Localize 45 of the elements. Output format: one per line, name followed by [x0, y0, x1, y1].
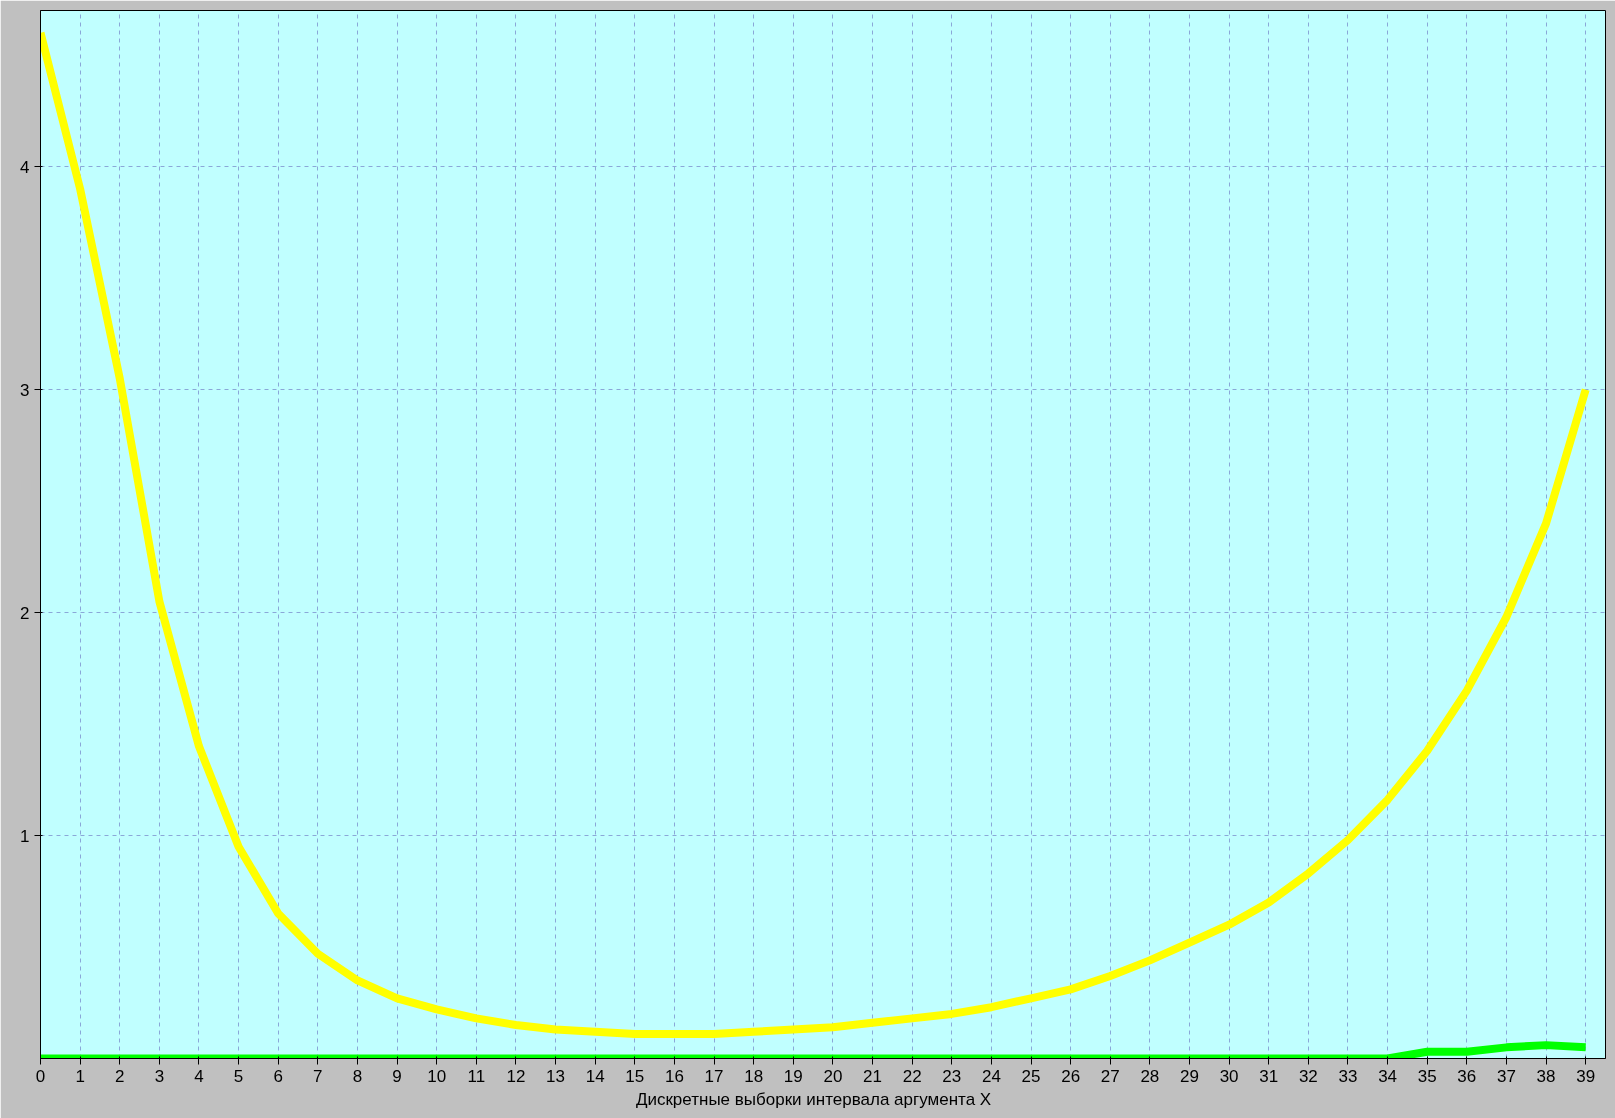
x-tick-label: 26: [1061, 1066, 1081, 1086]
y-tick-label: 3: [20, 380, 30, 400]
x-tick-label: 18: [744, 1066, 764, 1086]
x-tick-label: 28: [1140, 1066, 1160, 1086]
x-tick-label: 14: [585, 1066, 605, 1086]
x-tick-label: 36: [1457, 1066, 1477, 1086]
x-tick-label: 4: [194, 1066, 204, 1086]
x-tick-label: 38: [1536, 1066, 1556, 1086]
y-tick-label: 1: [20, 826, 30, 846]
x-tick-label: 7: [313, 1066, 323, 1086]
x-tick-label: 23: [942, 1066, 962, 1086]
x-axis-title: Дискретные выборки интервала аргумента X: [635, 1089, 992, 1109]
x-tick-label: 19: [783, 1066, 803, 1086]
x-tick-label: 6: [273, 1066, 283, 1086]
x-tick-label: 20: [823, 1066, 843, 1086]
x-tick-label: 24: [981, 1066, 1001, 1086]
x-tick-label: 12: [506, 1066, 526, 1086]
x-tick-label: 9: [392, 1066, 402, 1086]
x-tick-label: 17: [704, 1066, 724, 1086]
x-tick-label: 22: [902, 1066, 922, 1086]
x-tick-label: 33: [1338, 1066, 1358, 1086]
x-tick-label: 32: [1298, 1066, 1318, 1086]
x-tick-label: 15: [625, 1066, 645, 1086]
x-tick-label: 1: [75, 1066, 85, 1086]
x-tick-label: 27: [1100, 1066, 1120, 1086]
x-tick-label: 35: [1417, 1066, 1437, 1086]
x-tick-label: 21: [863, 1066, 882, 1086]
x-tick-label: 11: [467, 1066, 486, 1086]
x-tick-label: 30: [1219, 1066, 1239, 1086]
x-tick-label: 34: [1378, 1066, 1398, 1086]
x-tick-label: 3: [154, 1066, 165, 1086]
x-tick-label: 37: [1496, 1066, 1516, 1086]
x-tick-label: 8: [352, 1066, 363, 1086]
x-tick-label: 29: [1180, 1066, 1199, 1086]
x-tick-label: 0: [35, 1066, 46, 1086]
x-tick-label: 13: [546, 1066, 566, 1086]
x-tick-label: 39: [1576, 1066, 1596, 1086]
x-tick-label: 16: [664, 1066, 684, 1086]
x-tick-label: 2: [115, 1066, 125, 1086]
x-tick-label: 10: [427, 1066, 447, 1086]
y-tick-label: 4: [20, 157, 30, 177]
y-tick-label: 2: [20, 603, 30, 623]
x-tick-label: 25: [1021, 1066, 1041, 1086]
x-tick-label: 5: [233, 1066, 244, 1086]
x-tick-label: 31: [1259, 1066, 1279, 1086]
